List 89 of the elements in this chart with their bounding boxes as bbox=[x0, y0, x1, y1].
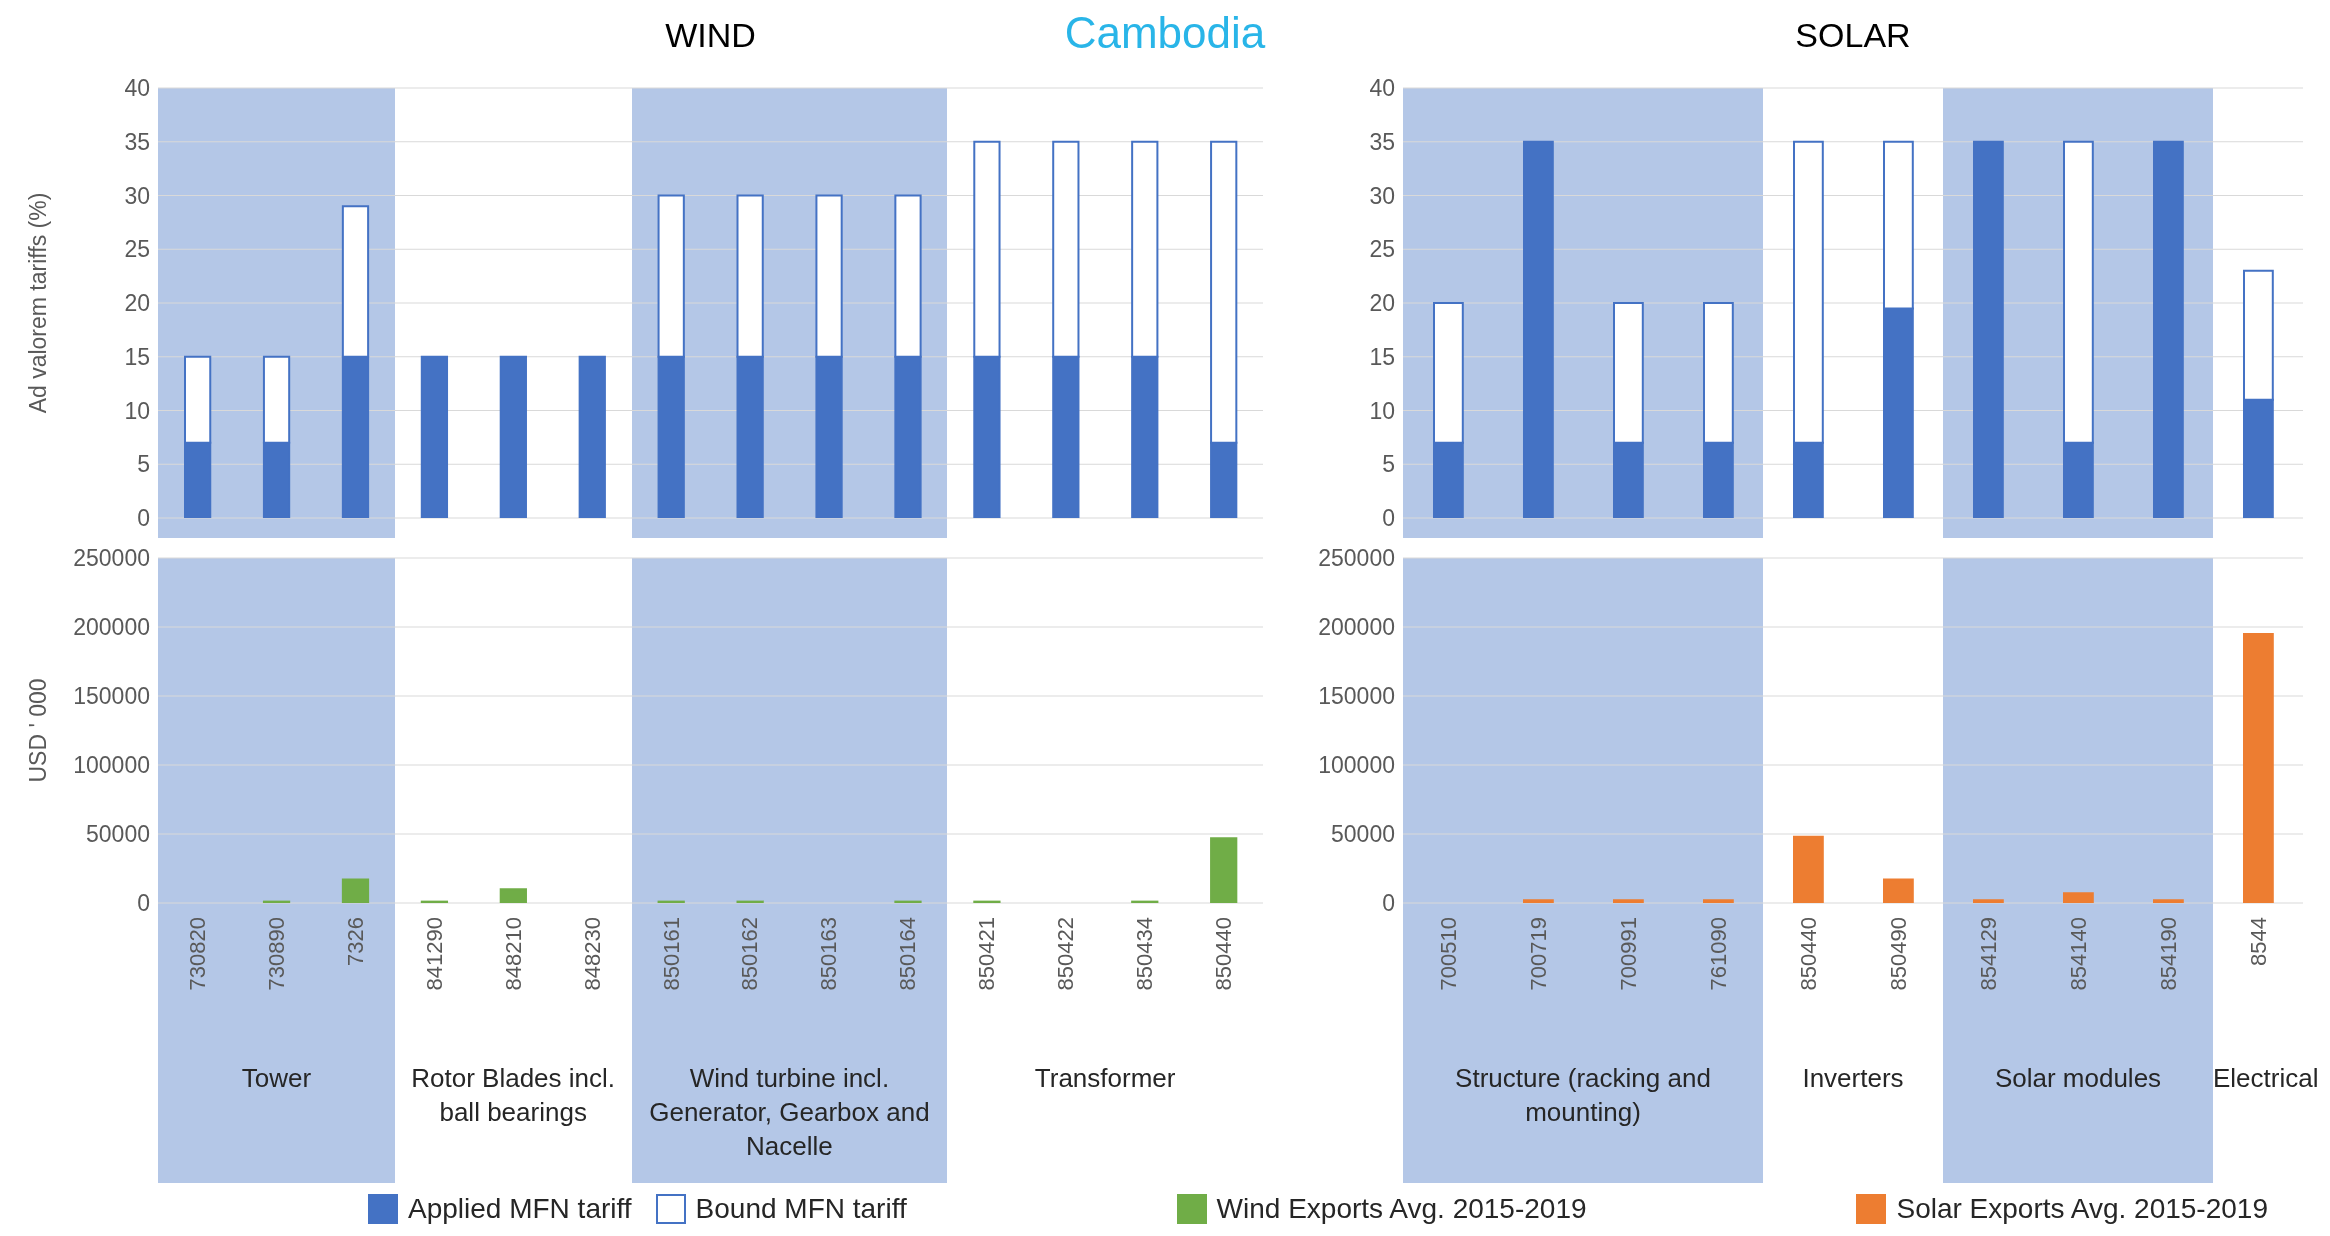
bar bbox=[1883, 878, 1914, 903]
y-tick-label: 250000 bbox=[73, 545, 150, 572]
legend-label: Applied MFN tariff bbox=[408, 1193, 632, 1225]
y-tick-label: 30 bbox=[1369, 182, 1395, 209]
y-tick-label: 15 bbox=[124, 343, 150, 370]
x-tick-label: 7326 bbox=[342, 917, 368, 966]
bar bbox=[1973, 899, 2004, 903]
y-tick-label: 50000 bbox=[1331, 821, 1395, 848]
x-tick-label: 8544 bbox=[2245, 917, 2271, 966]
x-tick-label: 761090 bbox=[1705, 917, 1731, 991]
x-tick-label: 850163 bbox=[816, 917, 842, 991]
bar bbox=[420, 355, 449, 518]
y-tick-label: 150000 bbox=[73, 683, 150, 710]
chart-title: WIND bbox=[665, 16, 756, 54]
legend-label: Solar Exports Avg. 2015-2019 bbox=[1896, 1193, 2268, 1225]
bar bbox=[1523, 140, 1554, 518]
x-tick-label: 700510 bbox=[1435, 917, 1461, 991]
y-tick-label: 10 bbox=[124, 397, 150, 424]
y-tick-label: 0 bbox=[137, 890, 150, 917]
y-tick-label: 100000 bbox=[1318, 752, 1395, 779]
text: Rotor Blades incl. ball bearings bbox=[410, 1062, 617, 1129]
y-tick-label: 0 bbox=[1382, 505, 1395, 532]
bar bbox=[2063, 892, 2094, 903]
y-tick-label: 200000 bbox=[1318, 614, 1395, 641]
bar bbox=[499, 888, 527, 903]
y-tick-label: 35 bbox=[124, 128, 150, 155]
band-label: Tower bbox=[240, 1062, 313, 1095]
bar bbox=[341, 878, 370, 903]
band-label: Wind turbine incl. Generator, Gearbox and Nacelle bbox=[648, 1062, 931, 1163]
bar bbox=[2153, 899, 2184, 903]
x-tick-label: 700991 bbox=[1615, 917, 1641, 991]
x-tick-label: 854190 bbox=[2155, 917, 2181, 991]
chart-title: SOLAR bbox=[1794, 16, 1912, 55]
x-tick-label: 700719 bbox=[1525, 917, 1551, 991]
y-tick-label: 5 bbox=[137, 451, 150, 478]
x-tick-label: 850422 bbox=[1053, 917, 1079, 991]
y-tick-label: 0 bbox=[1382, 890, 1395, 917]
text: Electrical bbox=[2213, 1062, 2319, 1095]
y-tick-label: 20 bbox=[124, 290, 150, 317]
y-tick-label: 5 bbox=[1382, 451, 1395, 478]
bar bbox=[2153, 140, 2184, 518]
bar bbox=[1793, 835, 1824, 903]
x-tick-label: 850421 bbox=[974, 917, 1000, 991]
x-tick-label: 850440 bbox=[1211, 917, 1237, 991]
x-tick-label: 850490 bbox=[1885, 917, 1911, 991]
y-axis-title: Ad valorem tariffs (%) bbox=[25, 192, 52, 414]
x-tick-label: 850440 bbox=[1795, 917, 1821, 991]
text: Inverters bbox=[1801, 1062, 1905, 1095]
bar bbox=[1973, 140, 2004, 518]
y-tick-label: 40 bbox=[124, 75, 150, 102]
x-tick-label: 854129 bbox=[1975, 917, 2001, 991]
x-tick-label: 854140 bbox=[2065, 917, 2091, 991]
y-axis-title: USD ' 000 bbox=[25, 678, 52, 783]
y-tick-label: 20 bbox=[1369, 290, 1395, 317]
bar bbox=[1523, 899, 1554, 903]
text: Transformer bbox=[1033, 1062, 1177, 1095]
x-tick-label: 730890 bbox=[263, 917, 289, 991]
x-tick-label: 850434 bbox=[1132, 917, 1158, 991]
legend-label: Wind Exports Avg. 2015-2019 bbox=[1216, 1193, 1587, 1225]
text: Cambodia bbox=[1064, 8, 1266, 57]
y-tick-label: 250000 bbox=[1318, 545, 1395, 572]
y-tick-label: 100000 bbox=[73, 752, 150, 779]
x-tick-label: 848230 bbox=[579, 917, 605, 991]
x-tick-label: 850164 bbox=[895, 917, 921, 991]
y-tick-label: 50000 bbox=[86, 821, 150, 848]
y-tick-label: 35 bbox=[1369, 128, 1395, 155]
band-label: Structure (racking and mounting) bbox=[1454, 1062, 1712, 1129]
bar bbox=[1210, 837, 1238, 903]
y-tick-label: 25 bbox=[1369, 236, 1395, 263]
y-tick-label: 150000 bbox=[1318, 683, 1395, 710]
y-tick-label: 15 bbox=[1369, 343, 1395, 370]
y-tick-label: 30 bbox=[124, 182, 150, 209]
y-tick-label: 10 bbox=[1369, 397, 1395, 424]
x-tick-label: 850161 bbox=[658, 917, 684, 991]
y-tick-label: 40 bbox=[1369, 75, 1395, 102]
x-tick-label: 730820 bbox=[184, 917, 210, 991]
y-tick-label: 200000 bbox=[73, 614, 150, 641]
x-tick-label: 841290 bbox=[421, 917, 447, 991]
legend-label: Bound MFN tariff bbox=[695, 1193, 907, 1225]
x-tick-label: 848210 bbox=[500, 917, 526, 991]
bar bbox=[578, 355, 606, 518]
bar bbox=[2243, 632, 2274, 903]
x-tick-label: 850162 bbox=[737, 917, 763, 991]
y-tick-label: 0 bbox=[137, 505, 150, 532]
bar bbox=[1613, 899, 1644, 903]
bar bbox=[499, 355, 527, 518]
y-tick-label: 25 bbox=[124, 236, 150, 263]
band-label: Solar modules bbox=[1993, 1062, 2163, 1095]
bar bbox=[1703, 899, 1734, 903]
